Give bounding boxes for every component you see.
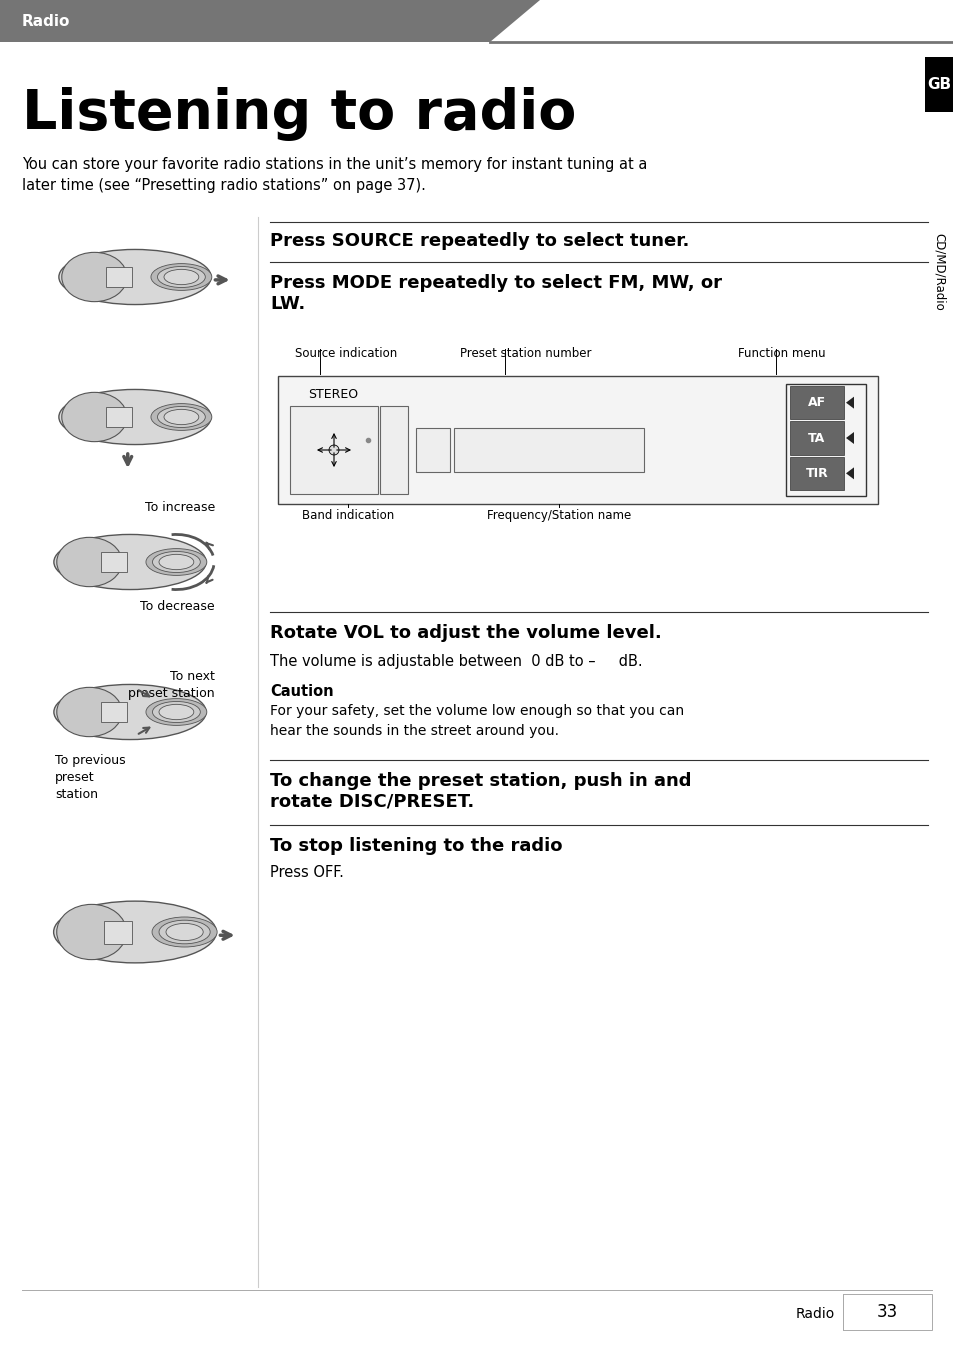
- Bar: [101, 552, 127, 572]
- Text: You can store your favorite radio stations in the unit’s memory for instant tuni: You can store your favorite radio statio…: [22, 157, 647, 193]
- Polygon shape: [845, 433, 853, 443]
- Text: 33: 33: [876, 1303, 897, 1321]
- Ellipse shape: [146, 549, 207, 576]
- Text: TA: TA: [807, 431, 824, 445]
- Polygon shape: [845, 396, 853, 408]
- Ellipse shape: [157, 266, 205, 288]
- Ellipse shape: [57, 687, 122, 737]
- Polygon shape: [845, 468, 853, 480]
- Ellipse shape: [152, 552, 200, 572]
- Ellipse shape: [62, 253, 127, 301]
- Ellipse shape: [56, 904, 127, 960]
- Text: Radio: Radio: [22, 14, 71, 28]
- Bar: [106, 407, 132, 427]
- Text: Press MODE repeatedly to select FM, MW, or
LW.: Press MODE repeatedly to select FM, MW, …: [270, 274, 721, 312]
- Text: Press OFF.: Press OFF.: [270, 865, 343, 880]
- Text: Preset station number: Preset station number: [459, 347, 591, 360]
- Text: Function menu: Function menu: [738, 347, 824, 360]
- Bar: [416, 429, 450, 472]
- Bar: [924, 57, 953, 112]
- Ellipse shape: [152, 702, 200, 722]
- Bar: [789, 457, 843, 489]
- Text: For your safety, set the volume low enough so that you can
hear the sounds in th: For your safety, set the volume low enou…: [270, 704, 683, 737]
- Text: To decrease: To decrease: [140, 600, 214, 612]
- Bar: [379, 406, 408, 493]
- Ellipse shape: [53, 902, 216, 963]
- Bar: [842, 1294, 931, 1330]
- Ellipse shape: [166, 923, 203, 941]
- Bar: [454, 429, 643, 472]
- Polygon shape: [0, 0, 539, 42]
- Bar: [104, 921, 132, 944]
- Text: GB: GB: [926, 77, 950, 92]
- Ellipse shape: [151, 404, 212, 430]
- Text: To increase: To increase: [145, 502, 214, 514]
- Ellipse shape: [164, 269, 198, 285]
- Bar: [290, 406, 377, 493]
- Text: To previous
preset
station: To previous preset station: [55, 754, 126, 800]
- Text: Rotate VOL to adjust the volume level.: Rotate VOL to adjust the volume level.: [270, 625, 661, 642]
- Bar: [789, 422, 843, 454]
- Ellipse shape: [152, 917, 217, 946]
- Ellipse shape: [159, 921, 210, 944]
- Ellipse shape: [151, 264, 212, 291]
- Ellipse shape: [159, 554, 193, 569]
- Text: Source indication: Source indication: [294, 347, 396, 360]
- Ellipse shape: [59, 250, 211, 304]
- Text: The volume is adjustable between  0 dB to –     dB.: The volume is adjustable between 0 dB to…: [270, 654, 642, 669]
- Ellipse shape: [57, 537, 122, 587]
- Text: Radio: Radio: [795, 1307, 834, 1321]
- Bar: [789, 387, 843, 419]
- Text: AF: AF: [807, 396, 825, 410]
- Text: To change the preset station, push in and
rotate DISC/PRESET.: To change the preset station, push in an…: [270, 772, 691, 811]
- Ellipse shape: [157, 407, 205, 427]
- Ellipse shape: [159, 704, 193, 719]
- Circle shape: [329, 445, 338, 456]
- Text: Caution: Caution: [270, 684, 334, 699]
- Text: CD/MD/Radio: CD/MD/Radio: [932, 233, 945, 311]
- Ellipse shape: [146, 699, 207, 726]
- Text: Band indication: Band indication: [301, 508, 394, 522]
- Text: Listening to radio: Listening to radio: [22, 87, 576, 141]
- Text: To stop listening to the radio: To stop listening to the radio: [270, 837, 562, 854]
- Ellipse shape: [53, 684, 206, 740]
- Text: Press SOURCE repeatedly to select tuner.: Press SOURCE repeatedly to select tuner.: [270, 233, 689, 250]
- Text: TIR: TIR: [804, 466, 827, 480]
- Text: To next
preset station: To next preset station: [129, 671, 214, 700]
- Ellipse shape: [53, 534, 206, 589]
- Bar: [106, 268, 132, 288]
- Text: STEREO: STEREO: [308, 388, 357, 402]
- Ellipse shape: [62, 392, 127, 442]
- Ellipse shape: [164, 410, 198, 425]
- Bar: [101, 702, 127, 722]
- Bar: [277, 376, 877, 504]
- Ellipse shape: [59, 389, 211, 445]
- Bar: [785, 384, 865, 496]
- Text: Frequency/Station name: Frequency/Station name: [486, 508, 631, 522]
